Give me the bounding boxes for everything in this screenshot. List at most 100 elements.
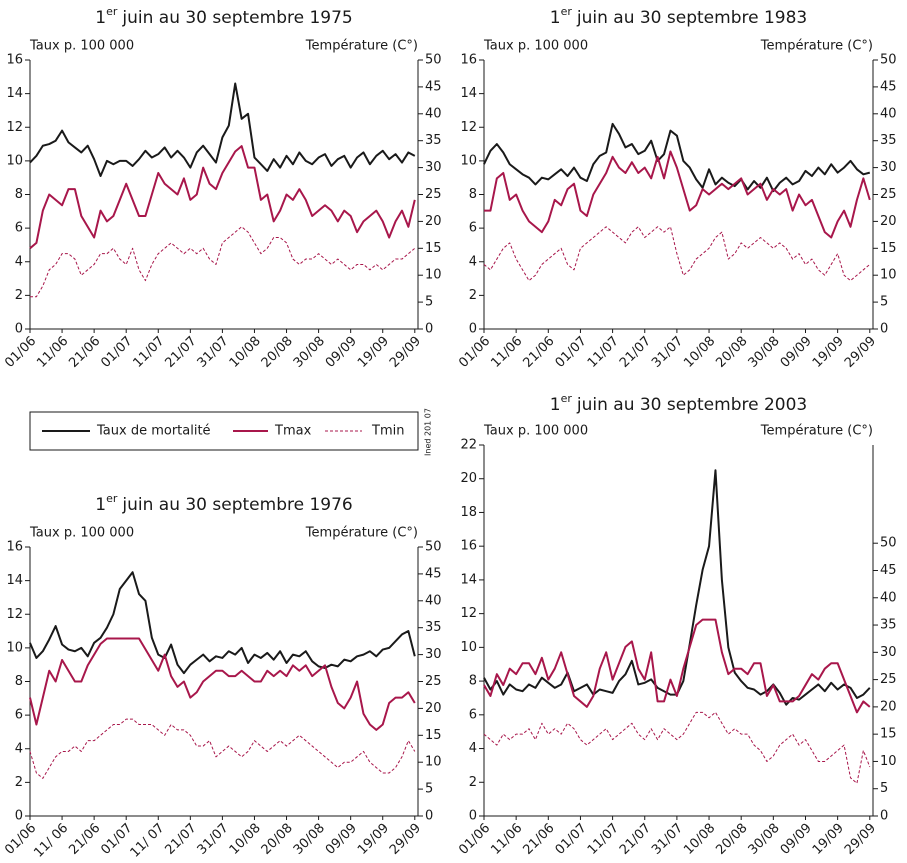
x-tick-label: 21/06: [520, 821, 557, 858]
legend-label: Taux de mortalité: [96, 424, 211, 439]
y-tick-label: 16: [6, 53, 23, 68]
x-tick-label: 20/08: [713, 821, 750, 858]
title-part: er: [106, 5, 118, 18]
series-line: [29, 637, 416, 731]
series-line: [483, 618, 871, 714]
x-tick-label: 01/07: [553, 821, 590, 858]
legend-label: Tmax: [274, 424, 312, 439]
title-part: 1: [550, 8, 561, 28]
y-axis-title: Taux p. 100 000: [29, 526, 134, 541]
title-part: 1: [95, 8, 106, 28]
x-tick-label: 30/08: [746, 334, 783, 371]
y-tick-label: 16: [6, 540, 23, 555]
y-tick-label: 10: [6, 153, 23, 168]
x-tick-label: 31/07: [649, 821, 686, 858]
y-tick-label: 0: [469, 322, 477, 337]
x-tick-label: 31/07: [195, 821, 232, 858]
title-part: er: [561, 392, 573, 405]
y-tick-label: 8: [469, 187, 477, 202]
y2-tick-label: 45: [880, 563, 897, 578]
x-tick-label: 09/09: [778, 821, 815, 858]
x-tick-label: 10/08: [681, 334, 718, 371]
title-part: juin au 30 septembre 1976: [121, 495, 352, 515]
y2-tick-label: 40: [425, 106, 442, 121]
y2-tick-label: 15: [880, 241, 897, 256]
y2-tick-label: 35: [880, 133, 897, 148]
y2-tick-label: 45: [425, 79, 442, 94]
x-tick-label: 11/ 06: [31, 821, 71, 861]
x-tick-label: 21/07: [163, 821, 200, 858]
y2-tick-label: 10: [880, 754, 897, 769]
x-tick-label: 31/07: [649, 334, 686, 371]
y-tick-label: 14: [460, 86, 477, 101]
y2-tick-label: 30: [880, 160, 897, 175]
series-line: [484, 150, 871, 239]
series-line: [29, 718, 416, 779]
y2-tick-label: 15: [425, 241, 442, 256]
y2-tick-label: 40: [880, 106, 897, 121]
y-tick-label: 12: [460, 120, 477, 135]
series-line: [483, 122, 871, 193]
y-tick-label: 6: [15, 221, 23, 236]
x-tick-label: 20/08: [259, 334, 296, 371]
y-axis-title: Taux p. 100 000: [29, 39, 134, 54]
x-tick-label: 20/08: [259, 821, 296, 858]
y-tick-label: 18: [460, 505, 477, 520]
y-tick-label: 0: [469, 809, 477, 824]
x-tick-label: 20/08: [713, 334, 750, 371]
y2-tick-label: 50: [425, 53, 442, 68]
y2-tick-label: 10: [880, 268, 897, 283]
x-tick-label: 11/06: [488, 821, 525, 858]
x-tick-label: 09/09: [323, 821, 360, 858]
y-tick-label: 12: [6, 607, 23, 622]
y-tick-label: 22: [460, 438, 477, 453]
y2-tick-label: 25: [880, 187, 897, 202]
y2-tick-label: 5: [880, 781, 888, 796]
y2-tick-label: 50: [880, 53, 897, 68]
x-tick-label: 21/07: [163, 334, 200, 371]
y-tick-label: 0: [15, 322, 23, 337]
title-part: juin au 30 septembre 2003: [576, 395, 807, 415]
x-tick-label: 11/07: [585, 821, 622, 858]
series-line: [483, 711, 871, 784]
y2-tick-label: 15: [880, 727, 897, 742]
title-part: er: [561, 5, 573, 18]
x-tick-label: 19/09: [810, 334, 847, 371]
y2-tick-label: 35: [425, 620, 442, 635]
y-tick-label: 12: [460, 606, 477, 621]
y-tick-label: 14: [6, 86, 23, 101]
y-tick-label: 6: [15, 708, 23, 723]
y2-tick-label: 50: [425, 540, 442, 555]
y2-tick-label: 25: [425, 674, 442, 689]
y-tick-label: 2: [469, 775, 477, 790]
y2-tick-label: 35: [880, 618, 897, 633]
x-tick-label: 09/09: [323, 334, 360, 371]
y2-tick-label: 30: [425, 160, 442, 175]
title-part: juin au 30 septembre 1975: [121, 8, 352, 28]
y-tick-label: 6: [469, 221, 477, 236]
series-line: [29, 571, 416, 675]
y2-tick-label: 20: [880, 699, 897, 714]
y-axis-title: Taux p. 100 000: [483, 424, 588, 439]
y2-tick-label: 40: [880, 590, 897, 605]
y2-axis-title: Température (C°): [760, 424, 873, 439]
source-note: Ined 201 07: [424, 408, 433, 456]
x-tick-label: 29/09: [387, 334, 424, 371]
x-tick-label: 01/07: [98, 334, 135, 371]
y2-axis-title: Température (C°): [305, 39, 418, 54]
x-tick-label: 19/09: [810, 821, 847, 858]
y2-tick-label: 25: [880, 672, 897, 687]
y2-tick-label: 5: [425, 782, 433, 797]
y-tick-label: 6: [469, 707, 477, 722]
y2-tick-label: 20: [425, 214, 442, 229]
y2-tick-label: 15: [425, 728, 442, 743]
y-tick-label: 14: [460, 572, 477, 587]
y-tick-label: 10: [460, 640, 477, 655]
y-tick-label: 4: [15, 254, 23, 269]
x-tick-label: 21/06: [520, 334, 557, 371]
x-tick-label: 01/06: [456, 334, 493, 371]
y-tick-label: 12: [6, 120, 23, 135]
y2-tick-label: 50: [880, 536, 897, 551]
x-tick-label: 29/09: [842, 821, 879, 858]
